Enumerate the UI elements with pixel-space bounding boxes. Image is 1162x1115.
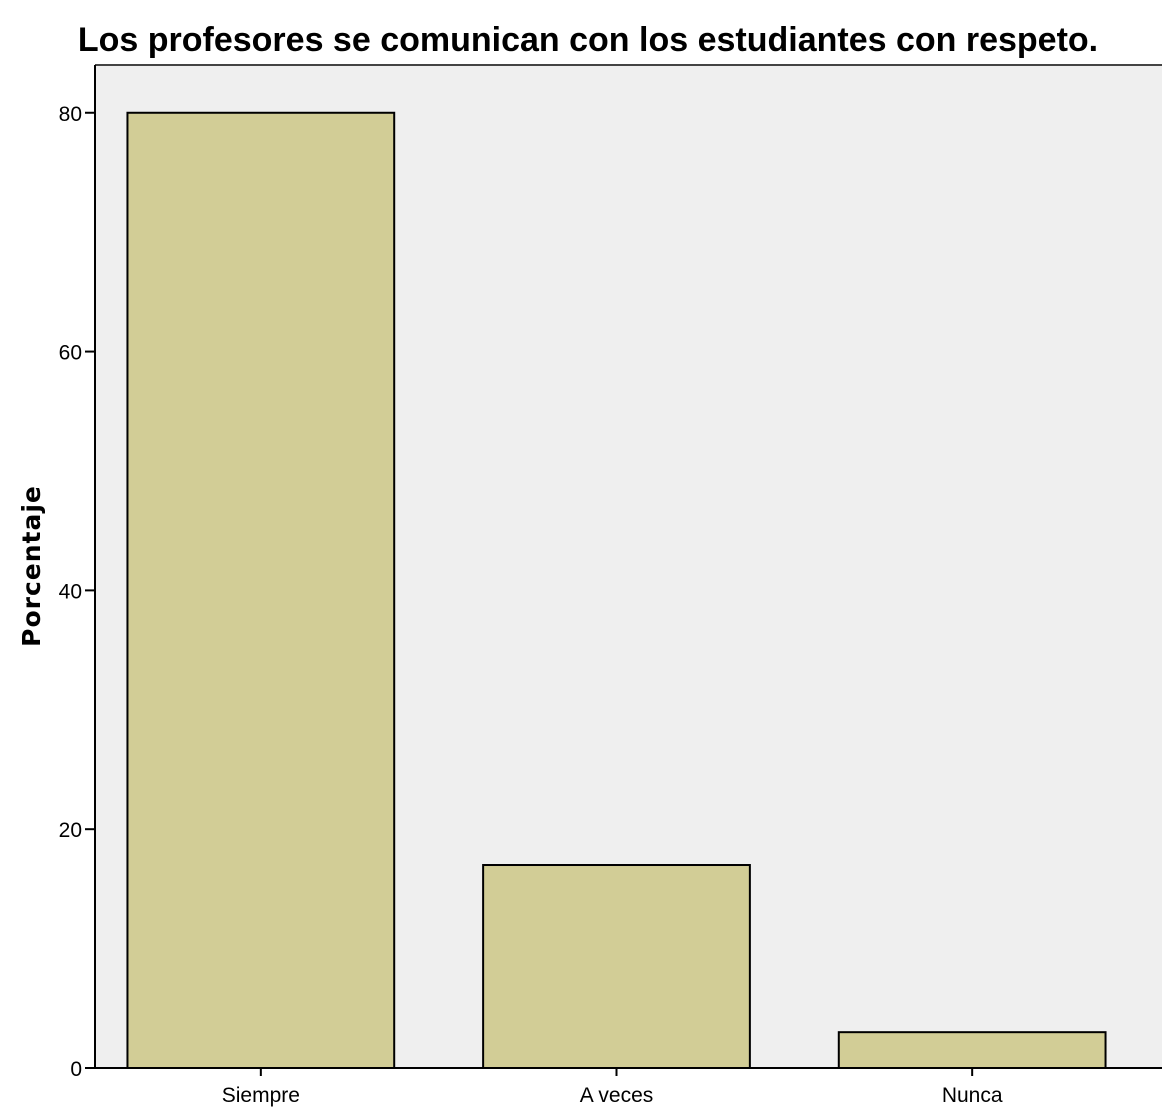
x-tick-label-siempre: Siempre [222,1084,300,1107]
x-tick-label-nunca: Nunca [942,1084,1003,1107]
y-tick-label: 20 [59,819,82,842]
bar-nunca [837,1031,1107,1070]
x-axis-ticks: Siempre A veces Nunca [222,1068,1003,1107]
y-tick-label: 60 [59,342,82,365]
bars-group [126,111,1107,1070]
bar-siempre [126,111,396,1069]
y-tick-label: 80 [59,103,82,126]
bar-a-veces [482,864,751,1069]
chart-title: Los profesores se comunican con los estu… [78,21,1098,59]
y-axis-ticks: 0 20 40 60 80 [59,103,95,1081]
y-axis-label: Porcentaje [17,485,46,647]
y-tick-label: 0 [70,1058,82,1081]
x-tick-label-a-veces: A veces [580,1084,654,1107]
y-tick-label: 40 [59,580,82,603]
